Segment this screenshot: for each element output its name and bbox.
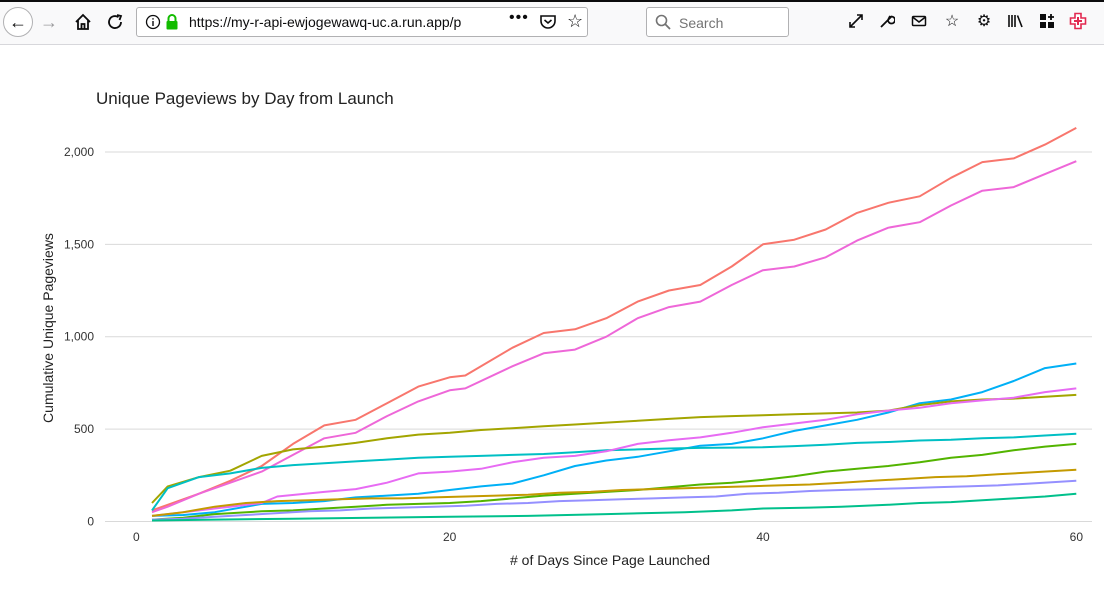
url-bar[interactable]: https://my-r-api-ewjogewawq-uc.a.run.app… [136,7,588,37]
browser-toolbar: ← → https://my-r-api-ewjogewawq-uc.a.run… [0,0,1104,45]
window-top-edge [0,0,1104,2]
x-axis-label: # of Days Since Page Launched [510,552,710,568]
x-tick-label: 0 [133,530,140,544]
mail-icon [911,15,927,27]
series-line-4[interactable] [151,393,1077,504]
wrench-icon [880,15,895,28]
url-text[interactable]: https://my-r-api-ewjogewawq-uc.a.run.app… [189,14,462,30]
star-outline-icon: ☆ [944,13,960,30]
home-icon [75,13,91,30]
lock-icon [166,14,178,30]
y-axis-ticks: 0 500 1,000 1,500 2,000 [64,145,94,529]
arrow-right-icon: → [40,11,58,32]
series-line-9[interactable] [151,479,1077,521]
library-button[interactable] [1005,10,1027,32]
pocket-icon[interactable] [539,13,557,31]
puzzle-grid-icon [1040,14,1054,28]
y-tick-label: 1,000 [64,330,94,344]
info-icon[interactable] [145,14,161,30]
series-line-3[interactable] [151,362,1077,517]
search-placeholder[interactable]: Search [679,15,724,31]
home-button[interactable] [68,7,98,37]
extensions-button[interactable] [1036,10,1058,32]
series-line-10[interactable] [151,492,1077,522]
series-line-2[interactable] [151,160,1077,514]
x-tick-label: 40 [756,530,770,544]
expand-icon [849,14,863,28]
forward-button[interactable]: → [34,7,64,37]
series-line-6[interactable] [151,387,1077,517]
y-tick-label: 0 [87,514,94,528]
gear-icon: ⚙ [976,13,992,30]
search-bar[interactable]: Search [646,7,789,37]
series-line-8[interactable] [151,468,1077,517]
red-cross-icon [1069,12,1087,30]
reload-icon [108,14,123,29]
y-tick-label: 2,000 [64,145,94,159]
developer-tools-button[interactable] [876,10,898,32]
x-axis-ticks: 0 20 40 60 [133,530,1083,544]
fullscreen-button[interactable] [845,10,867,32]
chart-title: Unique Pageviews by Day from Launch [96,89,394,108]
search-icon [655,14,671,30]
x-tick-label: 20 [443,530,457,544]
series-line-1[interactable] [151,127,1077,512]
reload-button[interactable] [100,7,130,37]
settings-button[interactable]: ⚙ [973,10,995,32]
chart-area: 0 500 1,000 1,500 2,000 0 20 40 60 Cumulative U… [0,45,1104,585]
bookmarks-menu-button[interactable]: ☆ [941,10,963,32]
email-link-button[interactable] [908,10,930,32]
library-icon [1008,15,1023,28]
bookmark-star-icon[interactable]: ☆ [567,11,584,31]
page-actions-menu-button[interactable]: ••• [509,9,529,26]
y-axis-label: Cumulative Unique Pageviews [40,233,56,423]
series-lines [151,127,1077,522]
y-tick-label: 1,500 [64,237,94,251]
arrow-left-icon: ← [9,11,27,32]
grid-lines [105,151,1092,522]
line-chart: 0 500 1,000 1,500 2,000 0 20 40 60 Cumulative U… [40,127,1092,568]
back-button[interactable]: ← [3,7,33,37]
y-tick-label: 500 [74,422,94,436]
addon-button[interactable] [1067,10,1089,32]
x-tick-label: 60 [1070,530,1084,544]
